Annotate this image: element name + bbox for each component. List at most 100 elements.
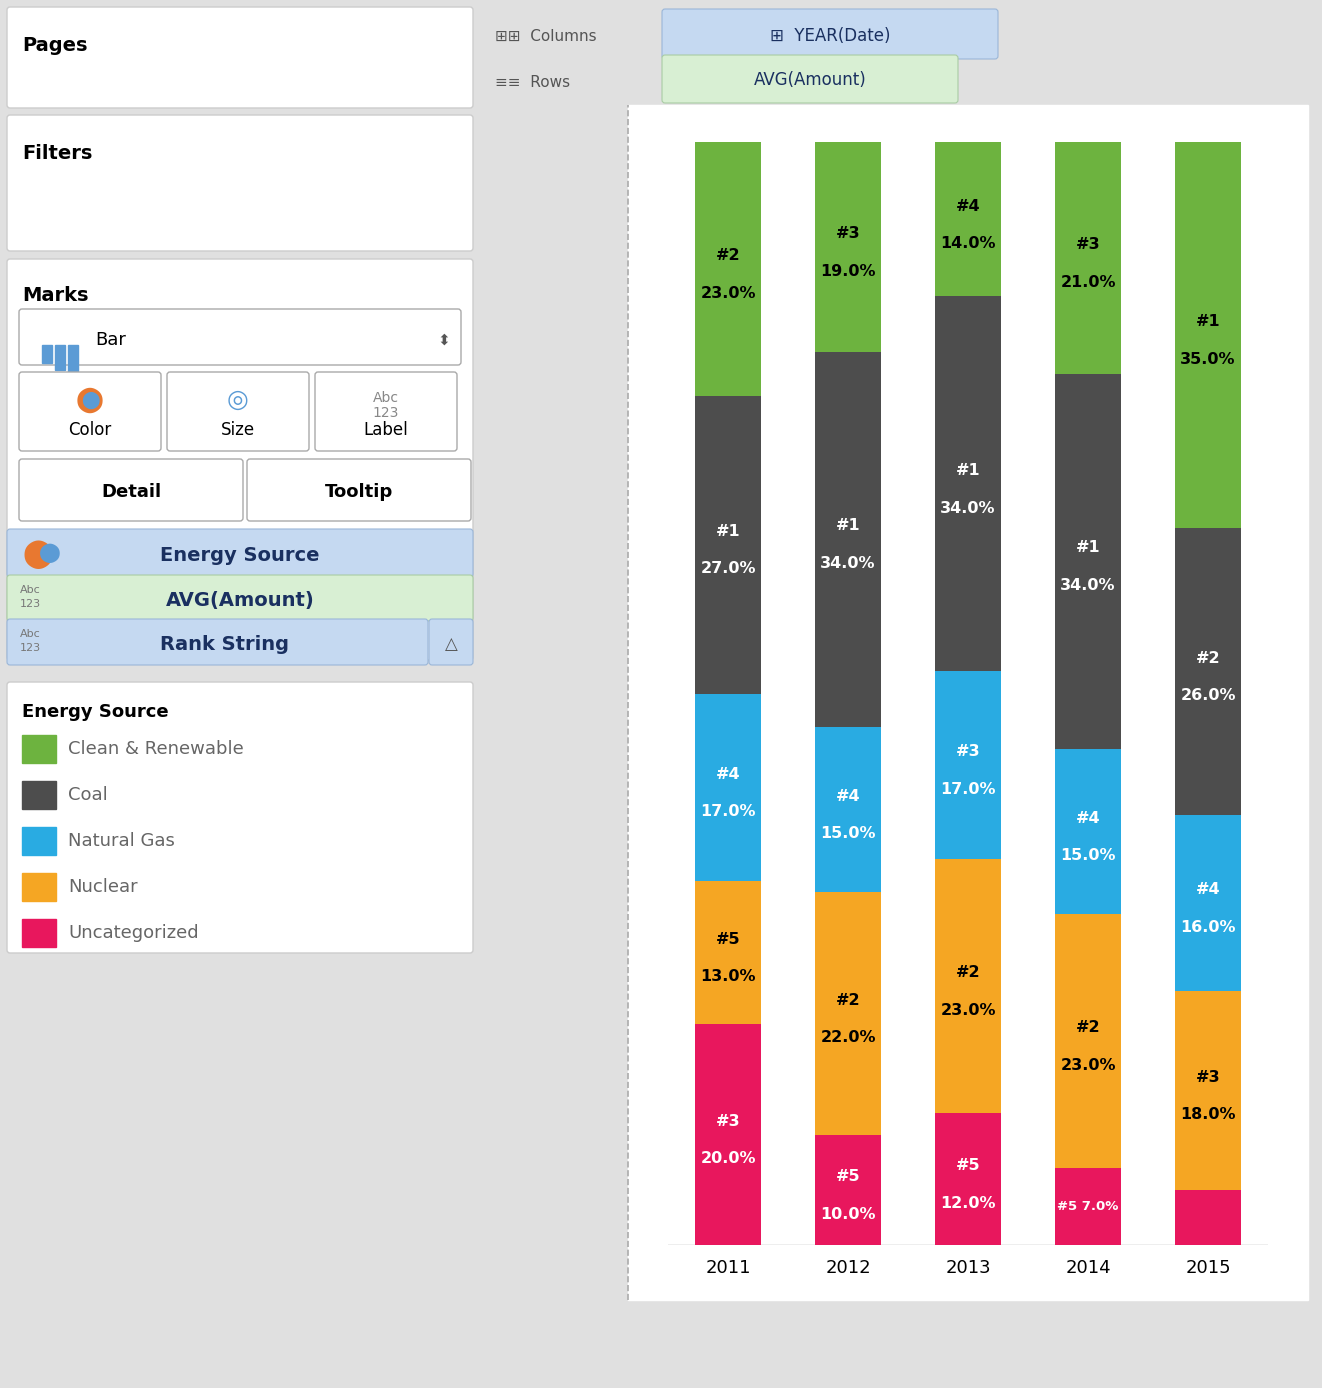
Text: ⬤: ⬤: [75, 387, 104, 412]
Text: Rank String: Rank String: [160, 634, 290, 654]
Bar: [935, 672, 1001, 859]
FancyBboxPatch shape: [167, 372, 309, 451]
Bar: [628, 105, 1307, 1301]
Bar: [1055, 373, 1121, 748]
FancyBboxPatch shape: [19, 372, 161, 451]
Text: Filters: Filters: [22, 143, 93, 162]
Text: Clean & Renewable: Clean & Renewable: [67, 740, 243, 758]
Bar: [1055, 915, 1121, 1167]
Text: #4: #4: [836, 788, 861, 804]
Text: 10.0%: 10.0%: [820, 1206, 875, 1221]
Bar: [814, 351, 880, 726]
Text: #2: #2: [1195, 651, 1220, 666]
Text: ≡≡  Rows: ≡≡ Rows: [494, 75, 570, 89]
Bar: [695, 694, 761, 881]
Bar: [935, 859, 1001, 1113]
Bar: [22, 736, 56, 763]
Bar: [22, 919, 56, 947]
Text: ⊞  YEAR(Date): ⊞ YEAR(Date): [769, 26, 890, 44]
Bar: [56, 346, 65, 371]
Text: #4: #4: [956, 198, 981, 214]
Bar: [814, 892, 880, 1135]
Bar: [1175, 991, 1241, 1190]
Bar: [67, 346, 78, 375]
Text: Coal: Coal: [67, 786, 108, 804]
Text: Pages: Pages: [22, 36, 87, 54]
Text: 34.0%: 34.0%: [940, 501, 995, 516]
Text: #5: #5: [956, 1158, 981, 1173]
Text: #2: #2: [836, 992, 861, 1008]
Text: ⬍: ⬍: [438, 333, 449, 347]
Text: 12.0%: 12.0%: [940, 1195, 995, 1210]
Text: #2: #2: [956, 965, 981, 980]
Text: ◎: ◎: [227, 389, 249, 412]
Text: AVG(Amount): AVG(Amount): [754, 71, 866, 89]
Text: #1: #1: [836, 518, 861, 533]
Text: 17.0%: 17.0%: [940, 781, 995, 797]
Text: 27.0%: 27.0%: [701, 561, 756, 576]
Text: 123: 123: [373, 407, 399, 421]
Bar: [22, 781, 56, 809]
Text: Abc: Abc: [20, 584, 41, 595]
Text: Energy Source: Energy Source: [22, 702, 169, 720]
Text: Tooltip: Tooltip: [325, 483, 393, 501]
Text: ⬤: ⬤: [40, 543, 61, 562]
Text: ⬤: ⬤: [22, 541, 53, 569]
Text: ⬤: ⬤: [81, 391, 99, 409]
Bar: [935, 297, 1001, 672]
Text: Label: Label: [364, 421, 408, 439]
Text: #2: #2: [715, 248, 740, 264]
Text: #4: #4: [1076, 811, 1100, 826]
Text: #2: #2: [1076, 1020, 1100, 1035]
Text: Abc: Abc: [20, 629, 41, 638]
Text: 19.0%: 19.0%: [820, 264, 875, 279]
Bar: [1175, 527, 1241, 815]
Text: 123: 123: [20, 643, 41, 652]
Text: △: △: [444, 634, 457, 652]
Text: Bar: Bar: [95, 330, 126, 348]
Bar: [814, 142, 880, 351]
FancyBboxPatch shape: [7, 682, 473, 954]
FancyBboxPatch shape: [7, 7, 473, 108]
Text: Uncategorized: Uncategorized: [67, 924, 198, 942]
Text: #5: #5: [836, 1169, 861, 1184]
Bar: [1055, 142, 1121, 373]
FancyBboxPatch shape: [7, 575, 473, 620]
FancyBboxPatch shape: [19, 459, 243, 520]
FancyBboxPatch shape: [7, 260, 473, 661]
Text: Natural Gas: Natural Gas: [67, 831, 175, 849]
Text: 34.0%: 34.0%: [1060, 577, 1116, 593]
Text: #3: #3: [956, 744, 981, 759]
FancyBboxPatch shape: [430, 619, 473, 665]
Text: 22.0%: 22.0%: [820, 1030, 875, 1045]
Bar: [695, 396, 761, 694]
Text: Nuclear: Nuclear: [67, 879, 137, 897]
Text: Energy Source: Energy Source: [160, 545, 320, 565]
Text: #3: #3: [1195, 1070, 1220, 1085]
Text: 16.0%: 16.0%: [1181, 920, 1236, 936]
Bar: [1175, 1190, 1241, 1245]
Bar: [42, 346, 52, 364]
Text: Marks: Marks: [22, 286, 89, 304]
Text: #1: #1: [1076, 540, 1100, 555]
Text: 23.0%: 23.0%: [701, 286, 756, 301]
Text: #1: #1: [1195, 314, 1220, 329]
Text: 15.0%: 15.0%: [820, 826, 875, 841]
Bar: [935, 142, 1001, 297]
Text: 123: 123: [20, 600, 41, 609]
Text: #5: #5: [715, 931, 740, 947]
Bar: [22, 873, 56, 901]
Bar: [1055, 748, 1121, 915]
Text: #3: #3: [715, 1115, 740, 1128]
Text: #3: #3: [836, 226, 861, 242]
Bar: [695, 1024, 761, 1245]
Text: 15.0%: 15.0%: [1060, 848, 1116, 863]
Bar: [814, 1135, 880, 1245]
Text: #4: #4: [1195, 883, 1220, 898]
Bar: [695, 142, 761, 396]
Text: ⊞⊞  Columns: ⊞⊞ Columns: [494, 29, 596, 43]
Text: #3: #3: [1076, 237, 1100, 253]
Text: Abc: Abc: [373, 391, 399, 405]
FancyBboxPatch shape: [7, 529, 473, 577]
Bar: [695, 881, 761, 1024]
